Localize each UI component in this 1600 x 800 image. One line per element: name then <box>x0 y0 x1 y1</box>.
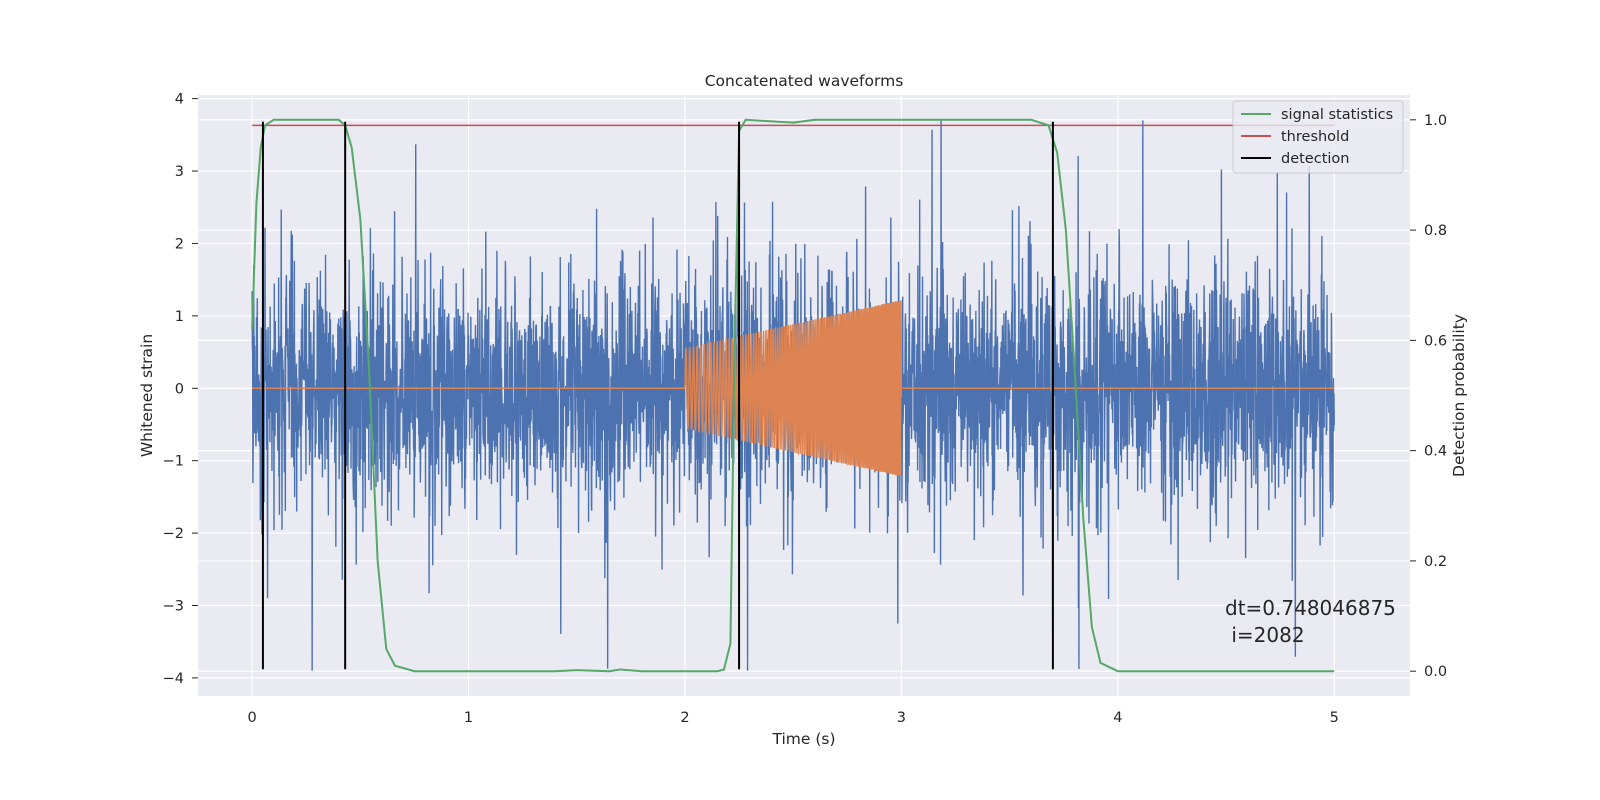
y2-tick-label-3: 0.6 <box>1424 333 1447 349</box>
y-tick-label-6: 2 <box>175 236 184 252</box>
y2-axis-ticks: 0.0 0.2 0.4 0.6 0.8 1.0 <box>1410 113 1447 680</box>
y2-tick-label-1: 0.2 <box>1424 554 1447 570</box>
x-axis-label: Time (s) <box>771 730 835 748</box>
y-tick-label-8: 4 <box>175 92 184 108</box>
series-signal-statistics-line <box>251 118 1335 673</box>
series-detection-lines <box>261 121 1054 670</box>
legend-label-threshold: threshold <box>1281 129 1349 145</box>
x-tick-label-1: 1 <box>464 710 473 726</box>
y-axis-label: Whitened strain <box>138 334 156 457</box>
y-axis-ticks: −4 −3 −2 −1 0 1 2 3 4 <box>163 92 198 687</box>
annotation-index: i=2082 <box>1225 623 1305 647</box>
y-tick-label-7: 3 <box>175 164 184 180</box>
x-tick-label-3: 3 <box>897 710 906 726</box>
chart-title: Concatenated waveforms <box>705 72 904 90</box>
x-tick-label-5: 5 <box>1330 710 1339 726</box>
series-noisy-strain-line <box>251 120 1335 671</box>
x-tick-label-4: 4 <box>1113 710 1122 726</box>
legend-box <box>1232 100 1404 174</box>
y2-tick-label-4: 0.8 <box>1424 223 1447 239</box>
series-chirp-signal-line <box>252 300 1335 476</box>
x-tick-label-2: 2 <box>680 710 689 726</box>
y-tick-label-5: 1 <box>175 309 184 325</box>
y-tick-label-0: −4 <box>163 671 184 687</box>
y2-tick-label-2: 0.4 <box>1424 444 1447 460</box>
y2-axis-label: Detection probability <box>1450 314 1468 477</box>
legend-label-signal-statistics: signal statistics <box>1281 107 1393 123</box>
legend: signal statistics threshold detection <box>1232 100 1404 174</box>
x-tick-label-0: 0 <box>247 710 256 726</box>
y-tick-label-1: −3 <box>163 598 184 614</box>
y2-tick-label-5: 1.0 <box>1424 113 1447 129</box>
y-tick-label-3: −1 <box>163 454 184 470</box>
y-tick-label-4: 0 <box>175 381 184 397</box>
y2-tick-label-0: 0.0 <box>1424 664 1447 680</box>
x-axis-ticks: 0 1 2 3 4 5 <box>247 710 1338 726</box>
annotation-dt: dt=0.748046875 <box>1225 596 1396 620</box>
y-tick-label-2: −2 <box>163 526 184 542</box>
legend-label-detection: detection <box>1281 151 1349 167</box>
